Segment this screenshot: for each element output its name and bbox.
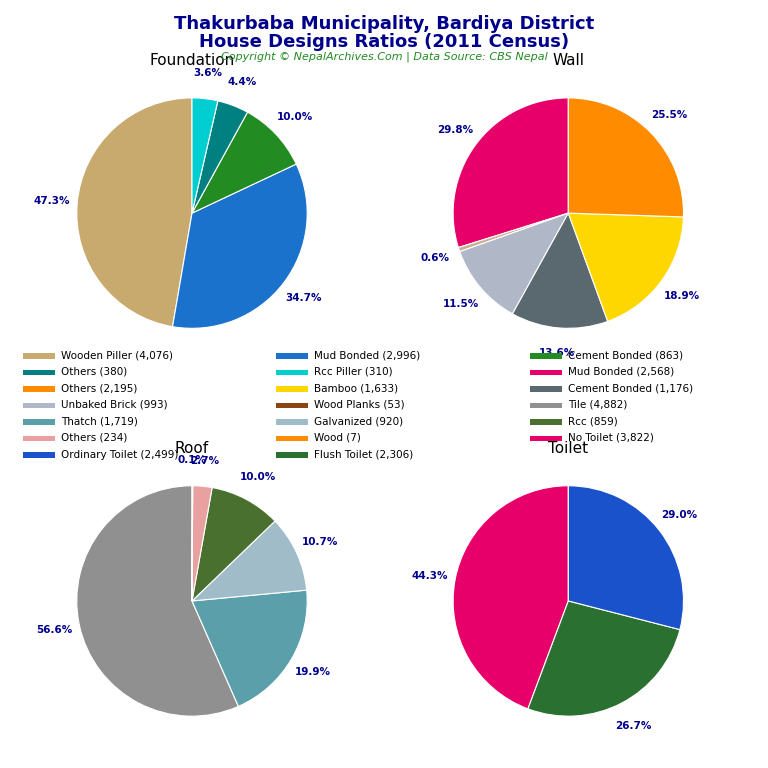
FancyBboxPatch shape (276, 369, 308, 375)
Text: Wood (7): Wood (7) (315, 433, 362, 443)
Text: Rcc (859): Rcc (859) (568, 416, 617, 426)
Text: Mud Bonded (2,568): Mud Bonded (2,568) (568, 367, 674, 377)
Text: 56.6%: 56.6% (36, 625, 73, 635)
Text: No Toilet (3,822): No Toilet (3,822) (568, 433, 654, 443)
Text: 26.7%: 26.7% (615, 720, 651, 730)
Text: 0.6%: 0.6% (421, 253, 449, 263)
FancyBboxPatch shape (276, 435, 308, 442)
Text: 13.6%: 13.6% (539, 348, 575, 358)
Text: 44.3%: 44.3% (412, 571, 449, 581)
Wedge shape (77, 486, 238, 716)
Text: 10.0%: 10.0% (240, 472, 276, 482)
Text: Galvanized (920): Galvanized (920) (315, 416, 404, 426)
Wedge shape (453, 98, 568, 247)
Text: 19.9%: 19.9% (295, 667, 331, 677)
Text: 0.1%: 0.1% (178, 455, 207, 465)
FancyBboxPatch shape (23, 402, 55, 408)
FancyBboxPatch shape (23, 369, 55, 375)
Wedge shape (192, 98, 218, 214)
FancyBboxPatch shape (276, 419, 308, 425)
Text: 2.7%: 2.7% (190, 456, 220, 466)
Wedge shape (192, 590, 307, 707)
Text: Unbaked Brick (993): Unbaked Brick (993) (61, 400, 167, 410)
Text: Ordinary Toilet (2,499): Ordinary Toilet (2,499) (61, 449, 178, 459)
FancyBboxPatch shape (23, 452, 55, 458)
Title: Wall: Wall (552, 53, 584, 68)
Title: Foundation: Foundation (149, 53, 235, 68)
Text: Bamboo (1,633): Bamboo (1,633) (315, 383, 399, 393)
Wedge shape (173, 164, 307, 328)
Wedge shape (453, 486, 568, 709)
Text: Wooden Piller (4,076): Wooden Piller (4,076) (61, 350, 173, 360)
Text: Wood Planks (53): Wood Planks (53) (315, 400, 406, 410)
Wedge shape (192, 112, 296, 214)
Text: 47.3%: 47.3% (34, 196, 70, 207)
Wedge shape (568, 214, 684, 321)
Text: Thatch (1,719): Thatch (1,719) (61, 416, 138, 426)
Wedge shape (77, 98, 192, 326)
FancyBboxPatch shape (23, 419, 55, 425)
Text: 25.5%: 25.5% (651, 111, 687, 121)
Text: Others (2,195): Others (2,195) (61, 383, 137, 393)
Wedge shape (192, 101, 247, 214)
FancyBboxPatch shape (530, 435, 561, 442)
Wedge shape (192, 521, 306, 601)
Wedge shape (458, 214, 568, 252)
FancyBboxPatch shape (23, 435, 55, 442)
Text: 10.7%: 10.7% (302, 538, 338, 548)
Text: Thakurbaba Municipality, Bardiya District: Thakurbaba Municipality, Bardiya Distric… (174, 15, 594, 33)
Wedge shape (528, 601, 680, 716)
Wedge shape (460, 214, 568, 314)
Text: Cement Bonded (1,176): Cement Bonded (1,176) (568, 383, 693, 393)
Text: 18.9%: 18.9% (664, 290, 700, 300)
FancyBboxPatch shape (276, 452, 308, 458)
FancyBboxPatch shape (530, 369, 561, 375)
FancyBboxPatch shape (530, 402, 561, 408)
Text: 29.8%: 29.8% (437, 125, 473, 135)
Text: Cement Bonded (863): Cement Bonded (863) (568, 350, 683, 360)
Wedge shape (192, 486, 212, 601)
FancyBboxPatch shape (276, 386, 308, 392)
FancyBboxPatch shape (276, 353, 308, 359)
Text: 3.6%: 3.6% (194, 68, 223, 78)
Wedge shape (512, 214, 607, 328)
Title: Toilet: Toilet (548, 441, 588, 455)
Wedge shape (568, 486, 684, 630)
Text: Copyright © NepalArchives.Com | Data Source: CBS Nepal: Copyright © NepalArchives.Com | Data Sou… (220, 51, 548, 62)
Text: Others (380): Others (380) (61, 367, 127, 377)
Text: 4.4%: 4.4% (227, 77, 257, 87)
FancyBboxPatch shape (530, 419, 561, 425)
Wedge shape (192, 488, 275, 601)
Text: 11.5%: 11.5% (443, 299, 479, 309)
Wedge shape (568, 98, 684, 217)
Text: Mud Bonded (2,996): Mud Bonded (2,996) (315, 350, 421, 360)
Text: Others (234): Others (234) (61, 433, 127, 443)
Text: House Designs Ratios (2011 Census): House Designs Ratios (2011 Census) (199, 33, 569, 51)
Text: 10.0%: 10.0% (276, 112, 313, 122)
FancyBboxPatch shape (23, 353, 55, 359)
Title: Roof: Roof (175, 441, 209, 455)
Text: Flush Toilet (2,306): Flush Toilet (2,306) (315, 449, 414, 459)
FancyBboxPatch shape (23, 386, 55, 392)
Text: Tile (4,882): Tile (4,882) (568, 400, 627, 410)
Text: Rcc Piller (310): Rcc Piller (310) (315, 367, 393, 377)
FancyBboxPatch shape (530, 353, 561, 359)
Text: 29.0%: 29.0% (661, 510, 697, 520)
FancyBboxPatch shape (276, 402, 308, 408)
FancyBboxPatch shape (530, 386, 561, 392)
Text: 34.7%: 34.7% (286, 293, 322, 303)
